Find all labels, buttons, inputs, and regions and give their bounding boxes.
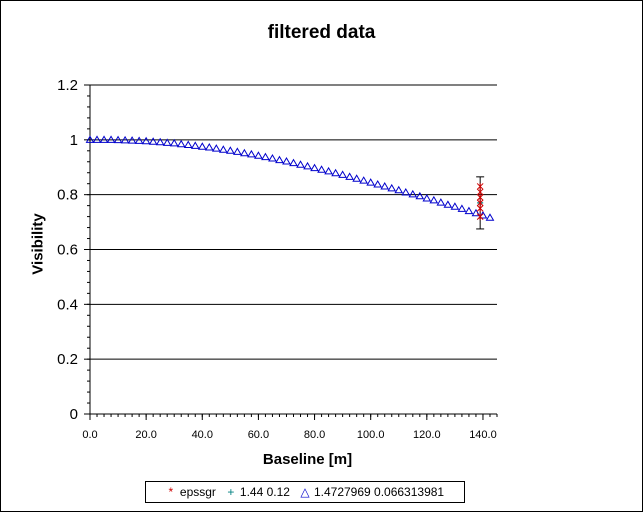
triangle-point [134, 136, 144, 144]
triangle-point [176, 139, 186, 148]
x-axis-label-wrap: Baseline [m] [0, 451, 643, 468]
asterisk-point [476, 213, 484, 221]
triangle-point [162, 138, 172, 146]
triangle-point [415, 191, 425, 200]
triangle-point [310, 163, 319, 172]
x-axis-label: Baseline [m] [262, 451, 353, 468]
triangle-point [303, 161, 312, 170]
triangle-point [422, 194, 432, 202]
asterisk-point [476, 204, 484, 212]
y-tick-label: 0.8 [57, 187, 78, 204]
triangle-point [317, 165, 326, 173]
triangle-point [296, 160, 305, 168]
y-tick-label: 1.2 [57, 77, 78, 94]
chart-title: filtered data [267, 22, 376, 43]
triangle-point [282, 156, 291, 165]
x-tick-label: 120.0 [413, 429, 441, 441]
triangle-point [169, 138, 179, 147]
triangle-point [450, 202, 460, 210]
triangle-point [366, 178, 376, 186]
y-tick-label: 0.4 [57, 296, 78, 313]
triangle-point [352, 174, 362, 182]
legend-item-epssgr: * epssgr [166, 485, 216, 499]
x-tick-label: 0.0 [82, 429, 97, 441]
triangle-point [275, 155, 284, 164]
triangle-point [394, 185, 404, 194]
triangle-point [254, 151, 263, 159]
asterisk-marker-icon: * [168, 485, 174, 499]
triangle-point [338, 170, 347, 178]
legend-item-series-2: + 1.44 0.12 [226, 485, 290, 499]
triangle-point [85, 135, 95, 143]
triangle-point [92, 135, 102, 143]
triangle-point [247, 149, 256, 158]
triangle-point [113, 135, 123, 144]
triangle-point [120, 135, 130, 144]
legend-label: epssgr [179, 485, 216, 499]
triangle-point [331, 168, 340, 177]
triangle-point [225, 146, 235, 154]
x-tick-label: 20.0 [135, 429, 156, 441]
triangle-point [268, 153, 277, 162]
triangle-point [211, 144, 221, 152]
legend-label: 1.4727969 0.066313981 [313, 485, 445, 499]
triangle-point [183, 140, 193, 149]
y-tick-label: 0.6 [57, 242, 78, 259]
triangle-point [240, 148, 249, 157]
triangle-point [148, 137, 158, 145]
triangle-point [457, 204, 467, 212]
triangle-point [359, 176, 369, 184]
x-tick-label: 80.0 [304, 429, 325, 441]
legend-item-series-3: △ 1.4727969 0.066313981 [300, 485, 444, 499]
triangle-point [408, 189, 418, 198]
triangle-point [197, 142, 207, 150]
triangle-point [190, 141, 200, 149]
x-tick-label: 140.0 [469, 429, 497, 441]
triangle-point [373, 180, 383, 188]
triangle-point [99, 135, 109, 143]
triangle-point [443, 200, 453, 208]
triangle-point [485, 213, 495, 221]
x-tick-label: 100.0 [357, 429, 385, 441]
triangle-point [471, 208, 481, 217]
triangle-point [289, 158, 298, 167]
triangle-point [464, 206, 474, 215]
x-tick-label: 40.0 [192, 429, 213, 441]
triangle-point [436, 198, 446, 206]
triangle-point [106, 135, 116, 143]
y-tick-label: 0 [70, 406, 78, 423]
y-tick-label: 0.2 [57, 351, 78, 368]
triangle-marker-icon: △ [300, 485, 310, 499]
triangle-point [155, 137, 165, 146]
legend-label: 1.44 0.12 [239, 485, 290, 499]
plus-marker-icon: + [227, 485, 235, 499]
legend: * epssgr + 1.44 0.12 △ 1.4727969 0.06631… [145, 481, 465, 503]
triangle-point [324, 166, 333, 175]
x-tick-label: 60.0 [248, 429, 269, 441]
triangle-point [218, 145, 228, 153]
triangle-point [380, 181, 390, 190]
triangle-point [429, 195, 439, 204]
triangle-point [401, 187, 411, 196]
y-tick-label: 1 [70, 132, 78, 149]
triangle-point [127, 136, 137, 144]
triangle-point [204, 143, 214, 151]
triangle-point [387, 183, 397, 192]
triangle-point [345, 172, 355, 180]
triangle-point [261, 152, 270, 161]
triangle-point [141, 136, 151, 145]
triangle-point [232, 147, 242, 155]
